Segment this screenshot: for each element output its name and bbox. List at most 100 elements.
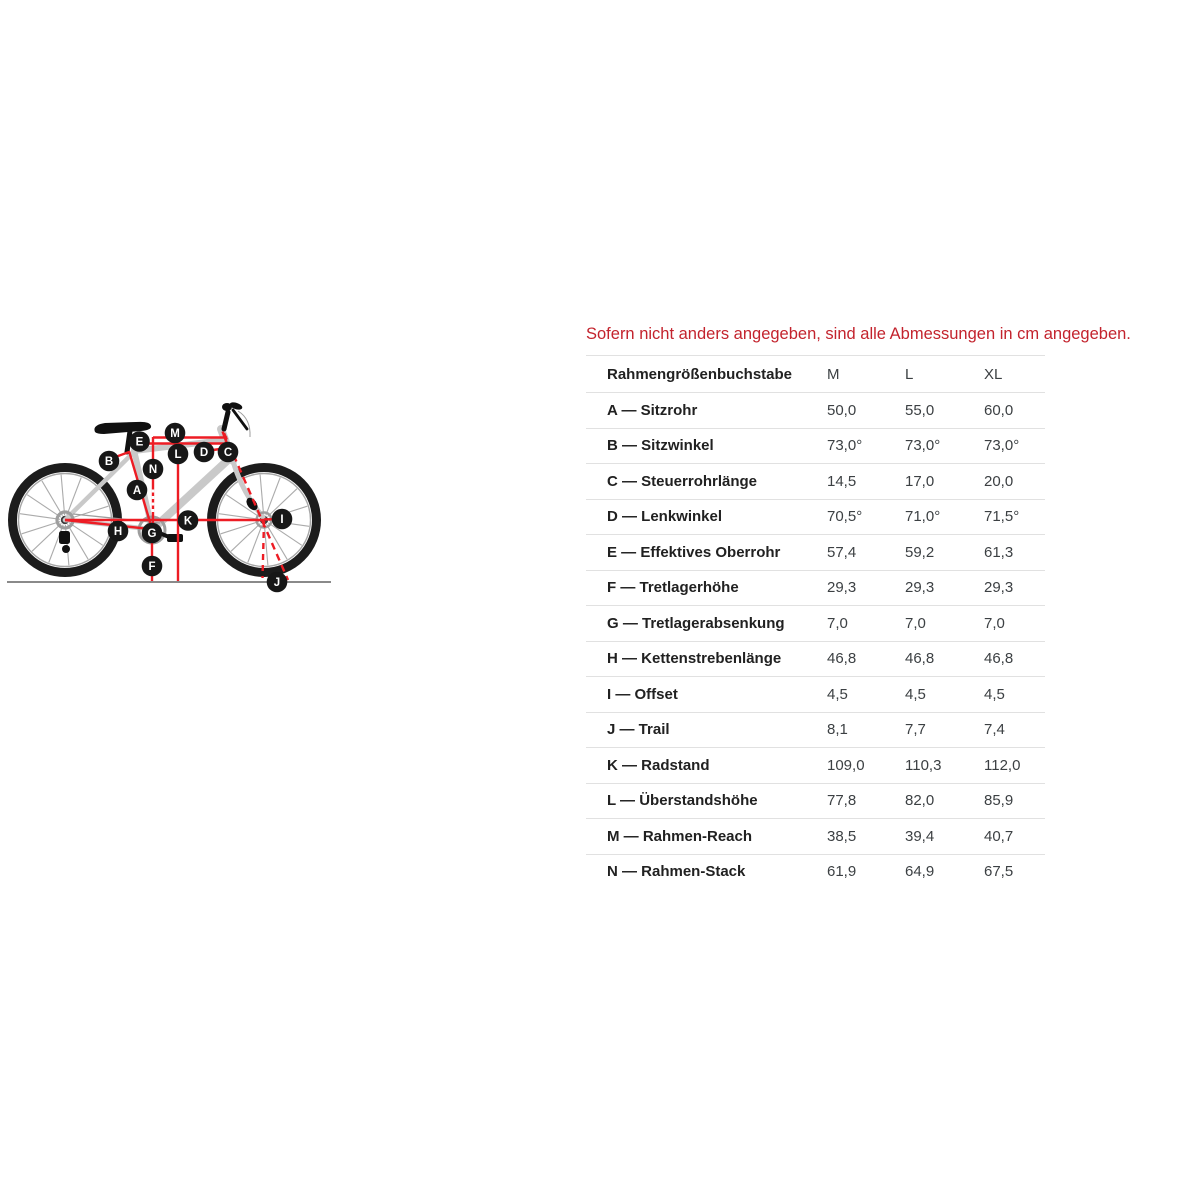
label-E: E <box>129 431 150 452</box>
drivetrain <box>55 497 273 553</box>
label-C: C <box>217 441 239 463</box>
row-value: 4,5 <box>827 685 848 703</box>
row-value: 38,5 <box>827 827 857 845</box>
row-label: G — Tretlagerabsenkung <box>607 614 785 632</box>
table-row: F — Tretlagerhöhe 29,3 29,3 29,3 <box>586 570 1045 606</box>
row-value: 46,8 <box>905 650 935 668</box>
label-B: B <box>98 450 120 472</box>
label-K: K <box>177 510 199 531</box>
row-value: 40,7 <box>984 827 1014 845</box>
row-value: 20,0 <box>984 472 1014 490</box>
table-row: N — Rahmen-Stack 61,9 64,9 67,5 <box>586 854 1045 889</box>
row-value: 61,3 <box>984 543 1014 561</box>
row-label: J — Trail <box>607 721 670 739</box>
row-value: 73,0° <box>984 437 1020 455</box>
label-J: J <box>266 571 288 593</box>
row-value: 61,9 <box>827 863 857 881</box>
saddle <box>94 421 152 434</box>
row-value: 71,5° <box>984 508 1020 526</box>
row-value: 14,5 <box>827 472 857 490</box>
row-value: 71,0° <box>905 508 941 526</box>
table-row: A — Sitzrohr 50,0 55,0 60,0 <box>586 393 1045 428</box>
geometry-table: Rahmengrößenbuchstabe M L XL A — Sitzroh… <box>586 355 1045 889</box>
row-label: B — Sitzwinkel <box>607 437 714 455</box>
brake-hood <box>229 402 243 410</box>
row-label: L — Überstandshöhe <box>607 792 758 810</box>
svg-text:B: B <box>105 456 113 468</box>
table-row: E — Effektives Oberrohr 57,4 59,2 61,3 <box>586 535 1045 570</box>
row-value: 39,4 <box>905 827 935 845</box>
table-row: K — Radstand 109,0 110,3 112,0 <box>586 748 1045 783</box>
row-label: I — Offset <box>607 685 678 703</box>
header-frame-size-letter: Rahmengrößenbuchstabe <box>607 365 793 383</box>
svg-text:N: N <box>149 464 157 476</box>
row-value: 29,3 <box>827 579 857 597</box>
row-value: 7,0 <box>984 614 1005 632</box>
svg-text:I: I <box>280 514 283 526</box>
label-A: A <box>126 479 148 501</box>
label-D: D <box>193 441 215 463</box>
row-value: 7,0 <box>827 614 848 632</box>
handlebar-grip <box>222 403 232 411</box>
row-value: 67,5 <box>984 863 1014 881</box>
seatpost <box>124 428 133 455</box>
label-I: I <box>271 508 293 530</box>
svg-text:G: G <box>148 528 157 540</box>
row-value: 112,0 <box>984 756 1021 774</box>
pedal <box>167 534 183 542</box>
stem <box>221 409 231 432</box>
row-label: F — Tretlagerhöhe <box>607 579 739 597</box>
row-label: E — Effektives Oberrohr <box>607 543 781 561</box>
table-row: I — Offset 4,5 4,5 4,5 <box>586 677 1045 712</box>
table-header-row: Rahmengrößenbuchstabe M L XL <box>586 356 1045 393</box>
bike-geometry-diagram: A B C D E F G H I J K L M N <box>7 402 331 593</box>
svg-text:L: L <box>174 449 181 461</box>
axle-drop-line <box>261 520 266 579</box>
geometry-table-body: A — Sitzrohr 50,0 55,0 60,0 B — Sitzwinkel 73… <box>586 393 1045 890</box>
svg-text:H: H <box>114 526 122 538</box>
row-value: 77,8 <box>827 792 857 810</box>
row-value: 29,3 <box>984 579 1014 597</box>
brake-cable <box>237 410 251 438</box>
row-value: 7,4 <box>984 721 1005 739</box>
row-value: 64,9 <box>905 863 935 881</box>
geometry-labels: A B C D E F G H I J K L M N <box>98 422 293 593</box>
svg-text:E: E <box>136 437 144 449</box>
svg-text:C: C <box>224 447 232 459</box>
handlebar-assembly <box>221 402 251 438</box>
row-value: 57,4 <box>827 543 857 561</box>
row-label: N — Rahmen-Stack <box>607 863 746 881</box>
table-row: C — Steuerrohrlänge 14,5 17,0 20,0 <box>586 464 1045 499</box>
label-N: N <box>142 458 164 480</box>
row-label: C — Steuerrohrlänge <box>607 472 758 490</box>
row-value: 73,0° <box>905 437 941 455</box>
label-G: G <box>141 522 163 544</box>
row-value: 46,8 <box>827 650 857 668</box>
table-row: J — Trail 8,1 7,7 7,4 <box>586 712 1045 748</box>
table-row: H — Kettenstrebenlänge 46,8 46,8 46,8 <box>586 641 1045 677</box>
row-value: 85,9 <box>984 792 1014 810</box>
row-value: 29,3 <box>905 579 935 597</box>
row-value: 8,1 <box>827 721 848 739</box>
label-L: L <box>167 443 189 465</box>
table-row: G — Tretlagerabsenkung 7,0 7,0 7,0 <box>586 606 1045 641</box>
row-value: 109,0 <box>827 756 865 774</box>
header-size-m: M <box>827 365 840 383</box>
row-value: 4,5 <box>905 685 926 703</box>
row-value: 50,0 <box>827 401 857 419</box>
row-value: 4,5 <box>984 685 1005 703</box>
table-row: B — Sitzwinkel 73,0° 73,0° 73,0° <box>586 428 1045 464</box>
row-value: 73,0° <box>827 437 863 455</box>
row-value: 7,7 <box>905 721 926 739</box>
row-value: 59,2 <box>905 543 935 561</box>
row-value: 60,0 <box>984 401 1014 419</box>
row-value: 46,8 <box>984 650 1014 668</box>
svg-text:M: M <box>170 428 180 440</box>
row-value: 55,0 <box>905 401 935 419</box>
label-H: H <box>107 520 129 542</box>
chainstay-line <box>64 518 151 531</box>
row-value: 110,3 <box>905 756 942 774</box>
row-label: K — Radstand <box>607 756 710 774</box>
table-row: M — Rahmen-Reach 38,5 39,4 40,7 <box>586 819 1045 854</box>
row-label: A — Sitzrohr <box>607 401 698 419</box>
